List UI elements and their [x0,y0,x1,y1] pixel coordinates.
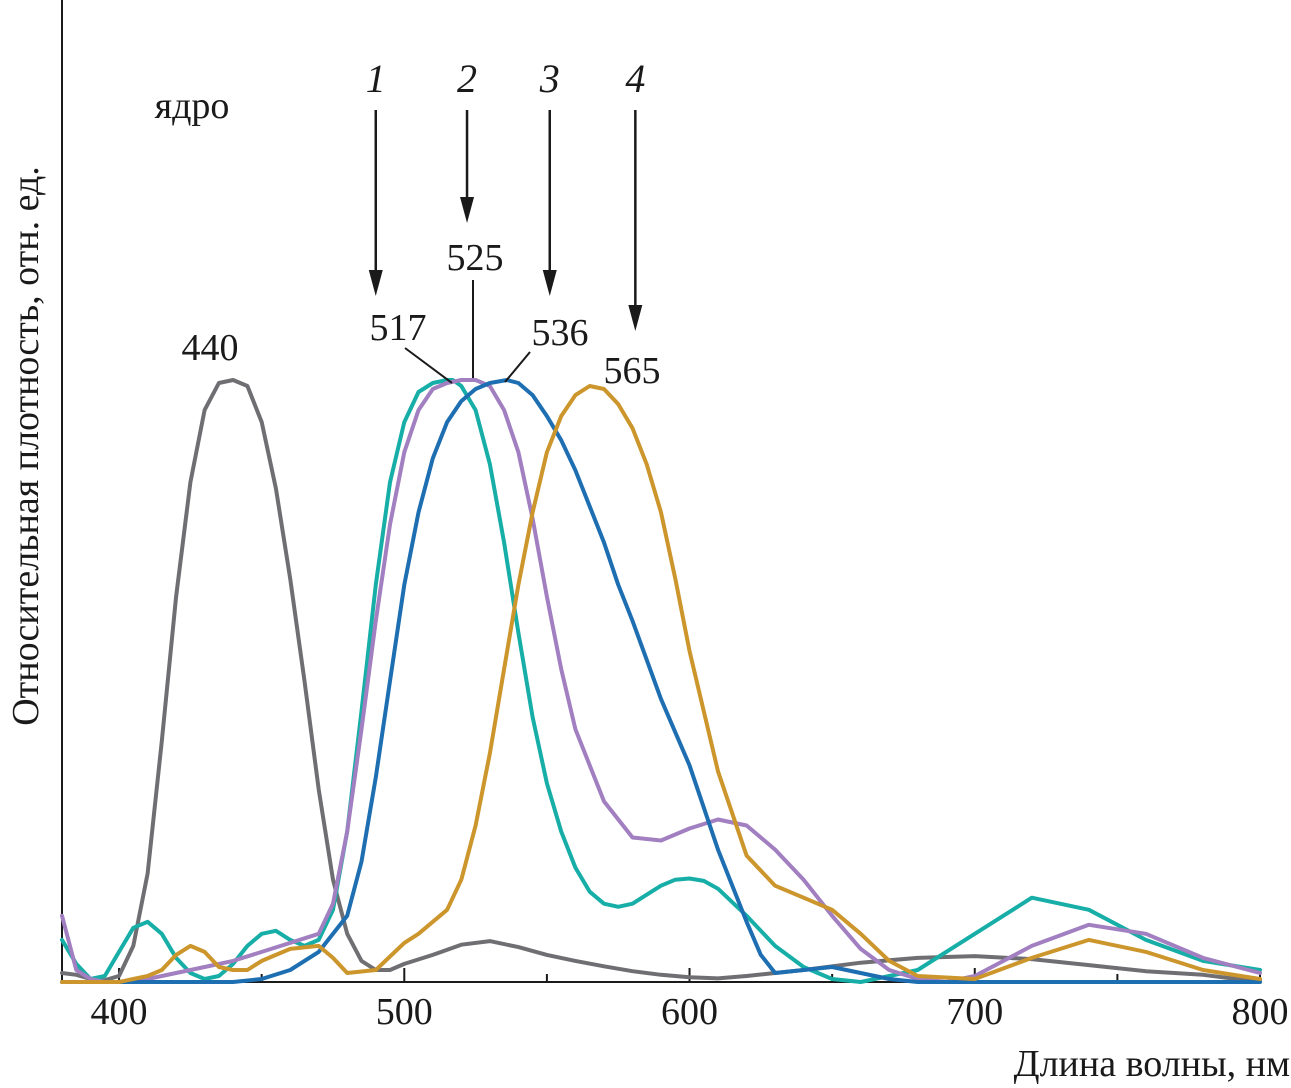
arrow-label-1: 1 [366,56,386,101]
peak-label-4: 565 [604,350,661,392]
arrow-label-2: 2 [457,56,477,101]
series-line-2 [60,378,1262,984]
x-tick-label: 400 [91,991,148,1033]
peak-leader-3 [504,351,531,383]
arrow-head-4 [628,305,643,331]
axes: 400 500 600 700 800 Длина волны, нм Относитель… [5,0,1290,1085]
nucleus-label: ядро [155,85,230,127]
x-tick-label: 500 [376,991,433,1033]
arrow-label-4: 4 [625,56,645,101]
arrow-head-3 [542,270,557,296]
x-tick-label: 700 [946,991,1003,1033]
x-tick-label: 800 [1232,991,1289,1033]
curves [60,378,1262,984]
peak-leader-1 [404,347,453,384]
peak-label-2: 525 [447,237,504,279]
series-line-4 [60,384,1262,984]
nucleus-peak-label: 440 [182,327,239,369]
arrow-head-1 [368,270,383,296]
arrow-head-2 [460,197,475,223]
series-line-3 [60,378,1262,984]
arrow-label-3: 3 [539,56,560,101]
series-line-nucleus [60,378,1262,983]
peak-label-1: 517 [370,307,427,349]
y-axis-title: Относительная плотность, отн. ед. [5,166,47,726]
annotations: ядро 440 517 525 536 565 1 2 3 4 [155,56,661,392]
x-axis-title: Длина волны, нм [1014,1043,1290,1085]
series-line-1 [60,378,1262,984]
x-tick-label: 600 [661,991,718,1033]
peak-label-3: 536 [532,312,589,354]
